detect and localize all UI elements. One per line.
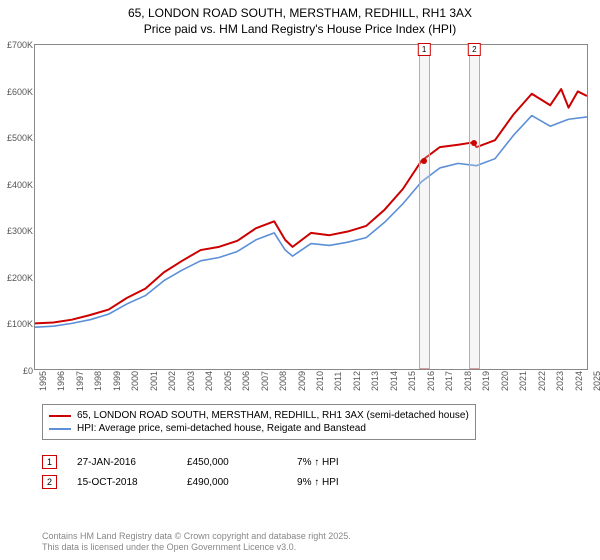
x-tick-label: 2000 <box>130 371 140 391</box>
x-tick-label: 2023 <box>555 371 565 391</box>
x-tick-label: 1997 <box>75 371 85 391</box>
marker-band <box>469 45 480 369</box>
y-tick-label: £400K <box>1 180 33 190</box>
legend-row: 65, LONDON ROAD SOUTH, MERSTHAM, REDHILL… <box>49 409 469 422</box>
legend: 65, LONDON ROAD SOUTH, MERSTHAM, REDHILL… <box>42 404 476 440</box>
x-tick-label: 2001 <box>149 371 159 391</box>
x-tick-label: 2025 <box>592 371 600 391</box>
y-tick-label: £200K <box>1 273 33 283</box>
x-tick-label: 2005 <box>223 371 233 391</box>
x-tick-label: 2021 <box>518 371 528 391</box>
x-tick-label: 2015 <box>407 371 417 391</box>
transaction-row: 1 27-JAN-2016 £450,000 7% ↑ HPI <box>42 452 387 472</box>
title-line-1: 65, LONDON ROAD SOUTH, MERSTHAM, REDHILL… <box>8 6 592 22</box>
series-line-hpi <box>35 116 587 328</box>
x-tick-label: 1996 <box>56 371 66 391</box>
legend-swatch <box>49 415 71 417</box>
x-tick-label: 2019 <box>481 371 491 391</box>
transaction-badge: 2 <box>42 475 57 489</box>
x-tick-label: 2008 <box>278 371 288 391</box>
transactions-table: 1 27-JAN-2016 £450,000 7% ↑ HPI 2 15-OCT-2018… <box>42 452 387 492</box>
footer-line-1: Contains HM Land Registry data © Crown c… <box>42 531 351 543</box>
chart-lines <box>35 45 587 370</box>
transaction-delta: 9% ↑ HPI <box>297 477 387 488</box>
transaction-badge: 1 <box>42 455 57 469</box>
transaction-date: 15-OCT-2018 <box>77 477 167 488</box>
transaction-date: 27-JAN-2016 <box>77 457 167 468</box>
plot-frame: £0£100K£200K£300K£400K£500K£600K£700K199… <box>34 44 588 370</box>
y-tick-label: £500K <box>1 133 33 143</box>
series-line-price_paid <box>35 89 587 323</box>
x-tick-label: 2007 <box>260 371 270 391</box>
y-tick-label: £0 <box>1 366 33 376</box>
marker-dot <box>421 158 427 164</box>
x-tick-label: 2013 <box>370 371 380 391</box>
chart-area: £0£100K£200K£300K£400K£500K£600K£700K199… <box>34 44 588 370</box>
marker-band <box>419 45 430 369</box>
y-tick-label: £700K <box>1 40 33 50</box>
x-tick-label: 1995 <box>38 371 48 391</box>
legend-label: 65, LONDON ROAD SOUTH, MERSTHAM, REDHILL… <box>77 410 469 421</box>
marker-tag: 2 <box>468 43 480 56</box>
x-tick-label: 2012 <box>352 371 362 391</box>
x-tick-label: 2024 <box>574 371 584 391</box>
transaction-price: £490,000 <box>187 477 277 488</box>
y-tick-label: £600K <box>1 87 33 97</box>
x-tick-label: 2020 <box>500 371 510 391</box>
transaction-delta: 7% ↑ HPI <box>297 457 387 468</box>
x-tick-label: 2018 <box>463 371 473 391</box>
x-tick-label: 1999 <box>112 371 122 391</box>
legend-row: HPI: Average price, semi-detached house,… <box>49 422 469 435</box>
title-line-2: Price paid vs. HM Land Registry's House … <box>8 22 592 38</box>
footer-line-2: This data is licensed under the Open Gov… <box>42 542 351 554</box>
x-tick-label: 1998 <box>93 371 103 391</box>
x-tick-label: 2010 <box>315 371 325 391</box>
marker-tag: 1 <box>418 43 430 56</box>
x-tick-label: 2004 <box>204 371 214 391</box>
legend-swatch <box>49 428 71 430</box>
x-tick-label: 2016 <box>426 371 436 391</box>
y-tick-label: £300K <box>1 226 33 236</box>
y-tick-label: £100K <box>1 319 33 329</box>
x-tick-label: 2009 <box>297 371 307 391</box>
marker-dot <box>471 140 477 146</box>
transaction-price: £450,000 <box>187 457 277 468</box>
chart-title: 65, LONDON ROAD SOUTH, MERSTHAM, REDHILL… <box>0 0 600 41</box>
x-tick-label: 2002 <box>167 371 177 391</box>
footer-attribution: Contains HM Land Registry data © Crown c… <box>42 531 351 554</box>
x-tick-label: 2022 <box>537 371 547 391</box>
transaction-row: 2 15-OCT-2018 £490,000 9% ↑ HPI <box>42 472 387 492</box>
legend-label: HPI: Average price, semi-detached house,… <box>77 423 366 434</box>
x-tick-label: 2014 <box>389 371 399 391</box>
x-tick-label: 2006 <box>241 371 251 391</box>
x-tick-label: 2011 <box>333 372 343 391</box>
x-tick-label: 2017 <box>444 371 454 391</box>
x-tick-label: 2003 <box>186 371 196 391</box>
